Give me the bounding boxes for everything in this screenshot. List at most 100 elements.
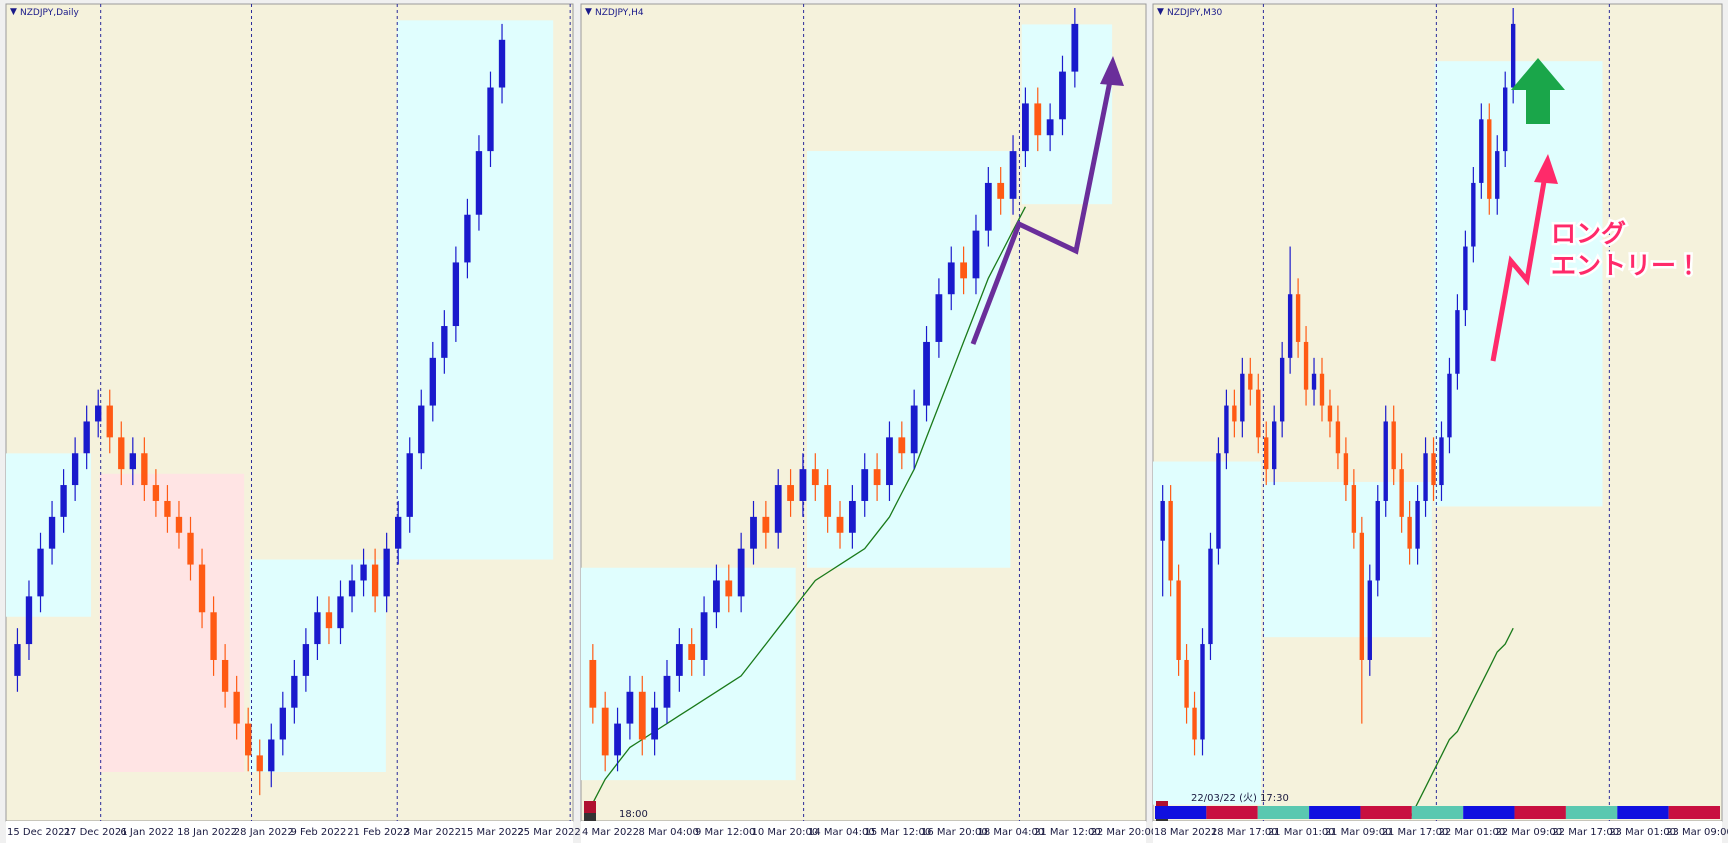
candle-body bbox=[1327, 405, 1333, 422]
x-label: 28 Jan 2022 bbox=[234, 827, 294, 838]
candle-body bbox=[83, 421, 90, 454]
candle-body bbox=[1455, 310, 1460, 374]
candle-body bbox=[1431, 453, 1436, 486]
candle-body bbox=[1319, 373, 1325, 406]
candle-body bbox=[787, 485, 794, 501]
candle-body bbox=[1471, 182, 1476, 247]
x-label: 9 Mar 12:00 bbox=[695, 827, 755, 838]
x-label: 9 Feb 2022 bbox=[291, 827, 347, 838]
candle-body bbox=[464, 214, 471, 263]
candle-body bbox=[129, 453, 136, 470]
candle-body bbox=[1495, 151, 1500, 199]
candle-body bbox=[1059, 71, 1066, 120]
chart-panel: ▼ NZDJPY,M30 22/03/22 (火) 17:30 18 Mar 2022… bbox=[1152, 3, 1728, 843]
session-bar bbox=[1463, 806, 1515, 819]
candle-body bbox=[626, 691, 634, 724]
chart-panel: ▼ NZDJPY,H4 18:00 4 Mar 2022 8 Mar 04:009 Ma… bbox=[580, 3, 1157, 843]
x-label: 4 Mar 2022 bbox=[582, 827, 639, 838]
candle-body bbox=[1335, 421, 1341, 454]
annotation-line2: エントリー！ bbox=[1551, 251, 1701, 280]
x-label: 22 Mar 01:00 bbox=[1439, 827, 1506, 838]
candle-body bbox=[886, 437, 893, 486]
candle-body bbox=[1248, 373, 1253, 390]
candle-body bbox=[498, 39, 506, 88]
session-bar bbox=[1206, 806, 1258, 819]
candle-body bbox=[37, 548, 44, 597]
candle-body bbox=[291, 675, 298, 708]
candle-body bbox=[675, 644, 683, 676]
panel-title: NZDJPY,M30 bbox=[1167, 8, 1223, 18]
x-label: 10 Mar 20:00 bbox=[752, 827, 819, 838]
session-bar bbox=[1565, 806, 1618, 819]
candle-body bbox=[198, 564, 206, 613]
candle-body bbox=[175, 516, 183, 533]
candle-body bbox=[688, 644, 696, 660]
candle-body bbox=[1009, 151, 1017, 199]
session-bar bbox=[1360, 806, 1412, 819]
candle-body bbox=[1295, 294, 1301, 342]
candle-body bbox=[302, 644, 310, 676]
candle-body bbox=[1415, 500, 1420, 549]
x-label: 23 Mar 09:00 bbox=[1666, 827, 1728, 838]
axis-bg bbox=[581, 821, 1146, 843]
candle-body bbox=[418, 405, 425, 454]
candle-body bbox=[1264, 437, 1269, 470]
candle-body bbox=[164, 500, 171, 517]
candle-body bbox=[601, 707, 609, 756]
x-label: 22 Mar 09:00 bbox=[1495, 827, 1562, 838]
candle-body bbox=[1399, 469, 1404, 517]
candle-body bbox=[95, 405, 102, 422]
axis-bg bbox=[1153, 821, 1722, 843]
candle-body bbox=[1200, 644, 1205, 740]
candle-body bbox=[1439, 437, 1444, 486]
candle-body bbox=[774, 485, 782, 533]
candle-body bbox=[48, 516, 56, 549]
x-label: 21 Mar 01:00 bbox=[1268, 827, 1335, 838]
candle-body bbox=[799, 469, 807, 501]
status-icon bbox=[584, 813, 596, 821]
candle-body bbox=[836, 516, 844, 533]
pink-arrow bbox=[1490, 169, 1549, 362]
candle-body bbox=[960, 262, 968, 279]
candle-body bbox=[1351, 485, 1357, 533]
x-label: 21 Mar 09:00 bbox=[1325, 827, 1392, 838]
candle-body bbox=[984, 182, 992, 231]
pink-arrow-head bbox=[1534, 154, 1558, 184]
candle-body bbox=[910, 405, 918, 454]
candle-body bbox=[824, 485, 832, 517]
zone bbox=[397, 20, 554, 560]
candle-body bbox=[1391, 421, 1396, 470]
candle-body bbox=[221, 659, 229, 692]
candle-body bbox=[737, 548, 745, 597]
zone bbox=[581, 567, 796, 781]
candle-body bbox=[337, 596, 344, 629]
candle-body bbox=[60, 485, 67, 517]
candle-body bbox=[1022, 103, 1029, 152]
x-label: 18 Mar 04:00 bbox=[978, 827, 1045, 838]
x-label: 18 Mar 2022 bbox=[1154, 827, 1217, 838]
candle-body bbox=[487, 87, 494, 152]
panel-triangle: ▼ bbox=[10, 7, 17, 17]
session-bar bbox=[1514, 806, 1566, 819]
candle-body bbox=[614, 723, 621, 756]
candle-body bbox=[1184, 659, 1189, 708]
candle-body bbox=[25, 596, 33, 645]
candle-body bbox=[1160, 500, 1165, 541]
candle-body bbox=[187, 532, 194, 565]
candle-body bbox=[152, 485, 160, 501]
candle-body bbox=[1224, 405, 1229, 454]
candle-body bbox=[1168, 500, 1173, 581]
candle-body bbox=[1447, 373, 1452, 438]
candle-body bbox=[1311, 373, 1317, 390]
candle-body bbox=[268, 739, 275, 772]
candle-body bbox=[1303, 341, 1309, 390]
session-bar bbox=[1617, 806, 1669, 819]
panel-triangle: ▼ bbox=[585, 7, 592, 17]
candle-body bbox=[325, 612, 333, 629]
candle-body bbox=[972, 230, 980, 279]
x-label: 27 Dec 2021 bbox=[64, 827, 128, 838]
candle-body bbox=[475, 151, 483, 215]
purple-arrow-head bbox=[1100, 56, 1124, 86]
annotation-line1: ロング bbox=[1551, 219, 1626, 248]
